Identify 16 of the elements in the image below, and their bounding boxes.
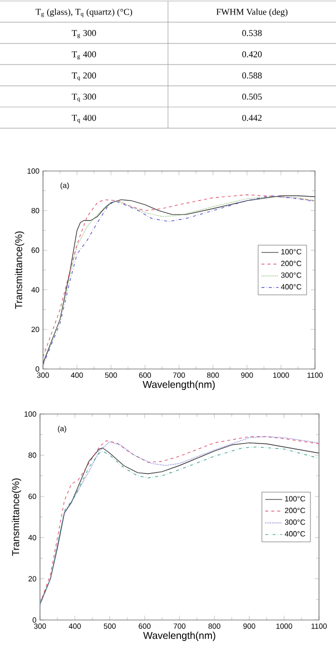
- x-axis-title: Wavelength(nm): [142, 380, 215, 390]
- text: T$_{g}$ (glass), T$_{q}$ (quartz) (°C): [36, 8, 132, 18]
- text: 0.442: [242, 114, 262, 121]
- text: 0.505: [242, 94, 262, 100]
- y-axis-title: Transmittance(%): [12, 478, 22, 556]
- text: 0.420: [242, 51, 262, 58]
- y-axis-title: Transmittance(%): [14, 231, 24, 309]
- text: 0.588: [242, 72, 262, 79]
- text: T$_{q}$ 400: [72, 114, 96, 124]
- text: T$_{g}$ 400: [72, 51, 96, 60]
- text: T$_{g}$ 300: [72, 30, 96, 38]
- text: T$_{q}$ 200: [72, 72, 96, 81]
- text: FWHM Value (deg): [216, 8, 288, 17]
- text: 0.538: [242, 30, 262, 36]
- text: T$_{q}$ 300: [72, 94, 96, 102]
- x-axis-title: Wavelength(nm): [143, 632, 216, 641]
